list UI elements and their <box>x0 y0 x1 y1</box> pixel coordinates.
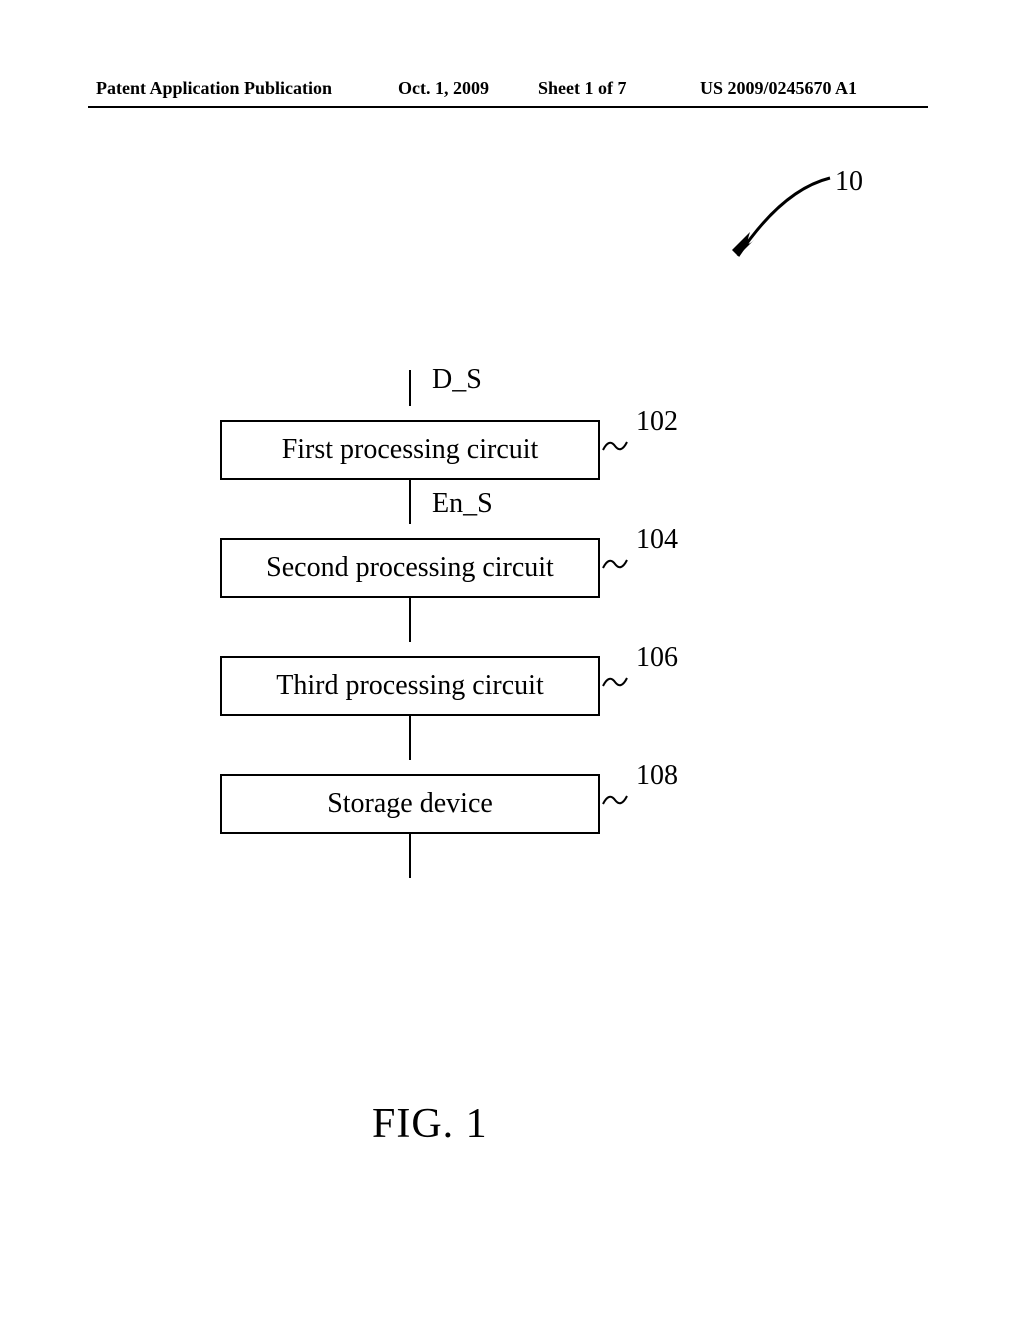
overall-ref-pointer <box>720 170 840 270</box>
block-second-processing: Second processing circuit <box>220 538 600 598</box>
block-third-processing: Third processing circuit <box>220 656 600 716</box>
flowchart-diagram: 10 D_S First processing circuit 102 En_S… <box>0 160 1024 1160</box>
header-publication: Patent Application Publication <box>96 78 332 99</box>
block-label: Storage device <box>327 788 493 820</box>
ref-connector <box>602 436 628 456</box>
arrow-ens <box>409 480 411 536</box>
overall-ref-label: 10 <box>835 166 863 198</box>
ref-connector <box>602 790 628 810</box>
signal-ens: En_S <box>432 488 493 520</box>
ref-108: 108 <box>636 760 678 792</box>
ref-102: 102 <box>636 406 678 438</box>
arrow-in-ds <box>409 370 411 418</box>
ref-connector <box>602 554 628 574</box>
ref-104: 104 <box>636 524 678 556</box>
figure-caption: FIG. 1 <box>372 1100 488 1148</box>
block-label: Third processing circuit <box>276 670 543 702</box>
header-number: US 2009/0245670 A1 <box>700 78 857 99</box>
block-storage-device: Storage device <box>220 774 600 834</box>
signal-ds: D_S <box>432 364 482 396</box>
block-label: Second processing circuit <box>266 552 554 584</box>
arrow-3-4 <box>409 716 411 772</box>
arrow-out <box>409 834 411 890</box>
page: Patent Application Publication Oct. 1, 2… <box>0 0 1024 1320</box>
header-sheet: Sheet 1 of 7 <box>538 78 627 99</box>
header-rule <box>88 106 928 108</box>
ref-106: 106 <box>636 642 678 674</box>
header-date: Oct. 1, 2009 <box>398 78 489 99</box>
ref-connector <box>602 672 628 692</box>
arrow-2-3 <box>409 598 411 654</box>
block-label: First processing circuit <box>282 434 539 466</box>
block-first-processing: First processing circuit <box>220 420 600 480</box>
